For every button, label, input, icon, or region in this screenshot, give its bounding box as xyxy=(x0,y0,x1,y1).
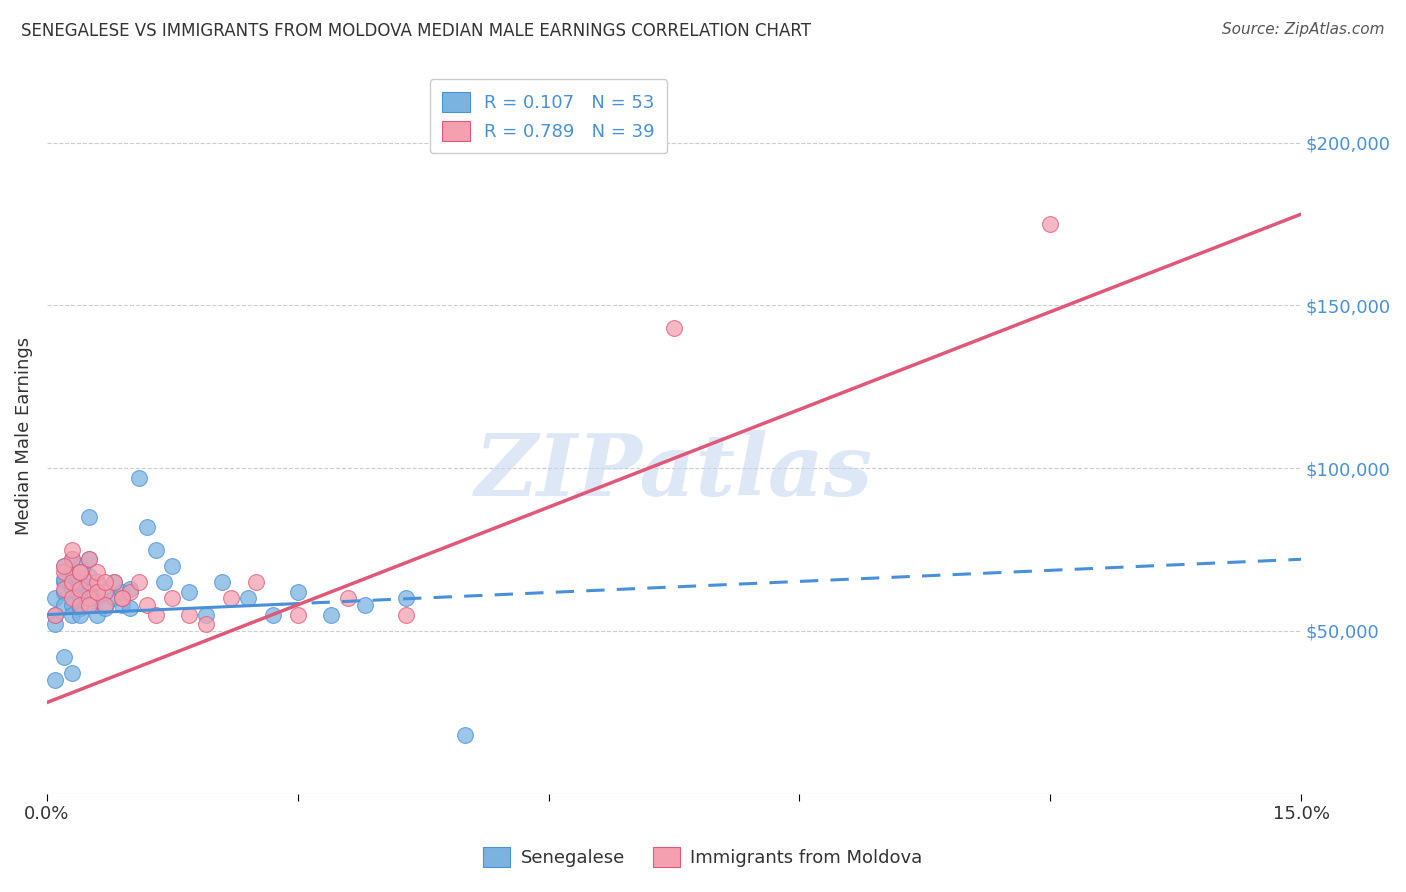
Point xyxy=(177,584,200,599)
Point xyxy=(177,607,200,622)
Point xyxy=(86,607,108,622)
Point xyxy=(60,552,83,566)
Point xyxy=(69,598,91,612)
Point xyxy=(287,607,309,622)
Point xyxy=(145,542,167,557)
Point xyxy=(86,591,108,606)
Point xyxy=(44,617,66,632)
Point xyxy=(94,584,117,599)
Point xyxy=(194,617,217,632)
Point xyxy=(52,649,75,664)
Point xyxy=(60,575,83,590)
Point xyxy=(94,598,117,612)
Point xyxy=(69,566,91,580)
Point xyxy=(44,607,66,622)
Point xyxy=(136,519,159,533)
Point xyxy=(77,552,100,566)
Point xyxy=(321,607,343,622)
Point xyxy=(69,558,91,573)
Point xyxy=(44,607,66,622)
Point xyxy=(94,601,117,615)
Point xyxy=(103,575,125,590)
Point xyxy=(69,582,91,596)
Point xyxy=(69,575,91,590)
Point xyxy=(60,607,83,622)
Point xyxy=(395,591,418,606)
Point xyxy=(77,510,100,524)
Point xyxy=(69,607,91,622)
Point xyxy=(103,575,125,590)
Point xyxy=(44,673,66,687)
Point xyxy=(52,584,75,599)
Text: ZIPatlas: ZIPatlas xyxy=(475,430,873,513)
Point xyxy=(111,598,134,612)
Point xyxy=(60,666,83,681)
Point xyxy=(120,584,142,599)
Point xyxy=(44,591,66,606)
Text: SENEGALESE VS IMMIGRANTS FROM MOLDOVA MEDIAN MALE EARNINGS CORRELATION CHART: SENEGALESE VS IMMIGRANTS FROM MOLDOVA ME… xyxy=(21,22,811,40)
Point xyxy=(103,591,125,606)
Point xyxy=(52,558,75,573)
Point xyxy=(69,591,91,606)
Point xyxy=(69,601,91,615)
Point xyxy=(77,598,100,612)
Point xyxy=(94,575,117,590)
Point xyxy=(162,591,184,606)
Point xyxy=(86,575,108,590)
Point xyxy=(111,591,134,606)
Point xyxy=(77,552,100,566)
Point xyxy=(60,566,83,580)
Point xyxy=(60,598,83,612)
Point xyxy=(111,584,134,599)
Point xyxy=(120,582,142,596)
Point xyxy=(262,607,284,622)
Point xyxy=(111,591,134,606)
Point xyxy=(77,568,100,582)
Point xyxy=(77,591,100,606)
Point xyxy=(60,552,83,566)
Point xyxy=(77,598,100,612)
Point xyxy=(52,572,75,586)
Point xyxy=(145,607,167,622)
Point xyxy=(86,566,108,580)
Point xyxy=(136,598,159,612)
Point xyxy=(662,321,685,335)
Point xyxy=(211,575,233,590)
Point xyxy=(1039,217,1062,231)
Point xyxy=(454,728,477,742)
Point xyxy=(162,558,184,573)
Point xyxy=(395,607,418,622)
Point xyxy=(60,582,83,596)
Point xyxy=(52,582,75,596)
Point xyxy=(60,542,83,557)
Y-axis label: Median Male Earnings: Median Male Earnings xyxy=(15,336,32,534)
Point xyxy=(128,471,150,485)
Point xyxy=(336,591,359,606)
Point xyxy=(153,575,176,590)
Point xyxy=(287,584,309,599)
Point xyxy=(219,591,242,606)
Point xyxy=(94,584,117,599)
Point xyxy=(128,575,150,590)
Point xyxy=(52,566,75,580)
Point xyxy=(120,601,142,615)
Point xyxy=(69,578,91,592)
Point xyxy=(353,598,375,612)
Point xyxy=(60,591,83,606)
Point xyxy=(236,591,259,606)
Point xyxy=(52,575,75,590)
Point xyxy=(52,598,75,612)
Point xyxy=(86,584,108,599)
Point xyxy=(77,584,100,599)
Legend: Senegalese, Immigrants from Moldova: Senegalese, Immigrants from Moldova xyxy=(477,839,929,874)
Legend: R = 0.107   N = 53, R = 0.789   N = 39: R = 0.107 N = 53, R = 0.789 N = 39 xyxy=(430,79,668,153)
Point xyxy=(77,575,100,590)
Point xyxy=(69,566,91,580)
Point xyxy=(194,607,217,622)
Text: Source: ZipAtlas.com: Source: ZipAtlas.com xyxy=(1222,22,1385,37)
Point xyxy=(245,575,267,590)
Point xyxy=(86,575,108,590)
Point xyxy=(52,558,75,573)
